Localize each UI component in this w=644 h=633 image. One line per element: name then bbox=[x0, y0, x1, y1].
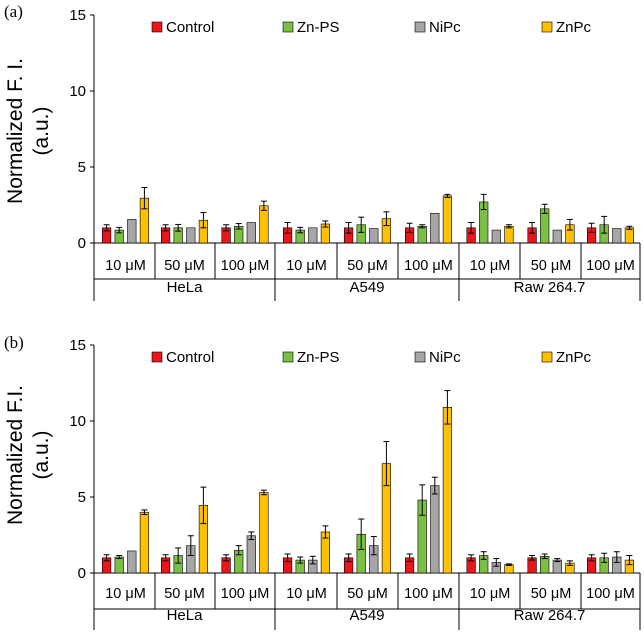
panel-b-legend-swatch-control bbox=[151, 351, 163, 363]
panel-b-label: (b) bbox=[4, 333, 24, 352]
panel-b-legend-swatch-znpc bbox=[541, 351, 553, 363]
panel-a-legend-label-nipc: NiPc bbox=[429, 19, 461, 36]
panel-a-legend-swatch-nipc bbox=[414, 21, 426, 33]
panel-b-y-tick-label: 0 bbox=[78, 565, 86, 582]
panel-b-bar-znpc bbox=[259, 492, 269, 574]
panel-a-y-tick-label: 15 bbox=[69, 7, 86, 24]
panel-a-concentration-label: 10 μM bbox=[286, 258, 327, 274]
panel-a-y-tick-label: 0 bbox=[78, 235, 86, 252]
panel-a-bar-nipc bbox=[430, 213, 440, 244]
panel-b-bar-znpc bbox=[139, 511, 150, 574]
panel-a-bar-nipc bbox=[127, 219, 137, 244]
panel-b-y-axis-unit: (a.u.) bbox=[30, 430, 53, 479]
panel-a-concentration-label: 10 μM bbox=[470, 258, 511, 274]
panel-a-concentration-label: 50 μM bbox=[531, 258, 572, 274]
panel-a-concentration-label: 50 μM bbox=[347, 258, 388, 274]
panel-b-legend-label-nipc: NiPc bbox=[429, 349, 461, 366]
panel-b-cell-line-label: HeLa bbox=[167, 607, 204, 624]
panel-b-bar-nipc bbox=[430, 485, 440, 574]
panel-b-y-tick-label: 10 bbox=[69, 413, 86, 430]
panel-b-concentration-label: 50 μM bbox=[531, 586, 572, 602]
panel-b-concentration-label: 100 μM bbox=[404, 586, 453, 602]
panel-b-legend-label-zn-ps: Zn-PS bbox=[297, 349, 340, 366]
panel-a-concentration-label: 10 μM bbox=[105, 258, 146, 274]
panel-a-cell-line-label: Raw 264.7 bbox=[514, 279, 586, 296]
panel-b-legend-label-control: Control bbox=[166, 349, 214, 366]
panel-b-concentration-label: 100 μM bbox=[221, 586, 270, 602]
panel-b-legend-swatch-zn-ps bbox=[282, 351, 294, 363]
panel-b-bar-nipc bbox=[246, 535, 256, 574]
panel-a-y-tick-label: 5 bbox=[78, 159, 86, 176]
panel-a-bar-nipc bbox=[369, 228, 379, 244]
panel-b-y-axis-title: Normalized F.I. bbox=[4, 385, 27, 525]
panel-a-legend-label-control: Control bbox=[166, 19, 214, 36]
panel-b-legend-label-znpc: ZnPc bbox=[556, 349, 592, 366]
panel-b-concentration-label: 100 μM bbox=[586, 586, 635, 602]
panel-a-bar-znpc bbox=[504, 225, 514, 244]
panel-b-bar-zn-ps bbox=[114, 556, 124, 574]
panel-a-cell-line-label: HeLa bbox=[167, 279, 204, 296]
panel-a-legend-label-zn-ps: Zn-PS bbox=[297, 19, 340, 36]
panel-a-concentration-label: 100 μM bbox=[404, 258, 453, 274]
panel-b-concentration-label: 50 μM bbox=[164, 586, 205, 602]
panel-b-y-tick-label: 5 bbox=[78, 489, 86, 506]
panel-a-concentration-label: 100 μM bbox=[221, 258, 270, 274]
panel-a-legend-swatch-control bbox=[151, 21, 163, 33]
panel-a-y-axis-unit: (a.u.) bbox=[30, 106, 53, 155]
panel-a-y-tick-label: 10 bbox=[69, 83, 86, 100]
panel-a-bar-nipc bbox=[612, 228, 622, 244]
panel-b-cell-line-label: Raw 264.7 bbox=[514, 607, 586, 624]
panel-a-bar-znpc bbox=[624, 227, 634, 244]
panel-a-legend-swatch-zn-ps bbox=[282, 21, 294, 33]
panel-a-bar-zn-ps bbox=[417, 225, 427, 244]
panel-b-bar-nipc bbox=[127, 550, 137, 574]
panel-a-bar-nipc bbox=[552, 229, 562, 244]
panel-b-y-tick-label: 15 bbox=[69, 337, 86, 354]
panel-b-concentration-label: 10 μM bbox=[286, 586, 327, 602]
panel-a-legend-label-znpc: ZnPc bbox=[556, 19, 592, 36]
panel-b-concentration-label: 50 μM bbox=[347, 586, 388, 602]
panel-b-legend-swatch-nipc bbox=[414, 351, 426, 363]
panel-a-bar-nipc bbox=[491, 229, 501, 244]
panel-a-bar-nipc bbox=[246, 222, 256, 244]
panel-a-legend-swatch-znpc bbox=[541, 21, 553, 33]
panel-a-concentration-label: 100 μM bbox=[586, 258, 635, 274]
panel-a-bar-zn-ps bbox=[540, 208, 550, 244]
panel-a-cell-line-label: A549 bbox=[349, 279, 384, 296]
panel-a-bar-znpc bbox=[259, 205, 269, 244]
panel-a-bar-nipc bbox=[186, 227, 196, 244]
panel-a-label: (a) bbox=[4, 2, 23, 21]
panel-a-concentration-label: 50 μM bbox=[164, 258, 205, 274]
panel-a-bar-znpc bbox=[442, 195, 453, 244]
panel-b-cell-line-label: A549 bbox=[349, 607, 384, 624]
panel-a-y-axis-title: Normalized F. I. bbox=[4, 58, 27, 204]
panel-b-concentration-label: 10 μM bbox=[105, 586, 146, 602]
panel-a-bar-nipc bbox=[308, 227, 318, 244]
panel-b-concentration-label: 10 μM bbox=[470, 586, 511, 602]
panel-b-bar-znpc bbox=[442, 407, 453, 574]
